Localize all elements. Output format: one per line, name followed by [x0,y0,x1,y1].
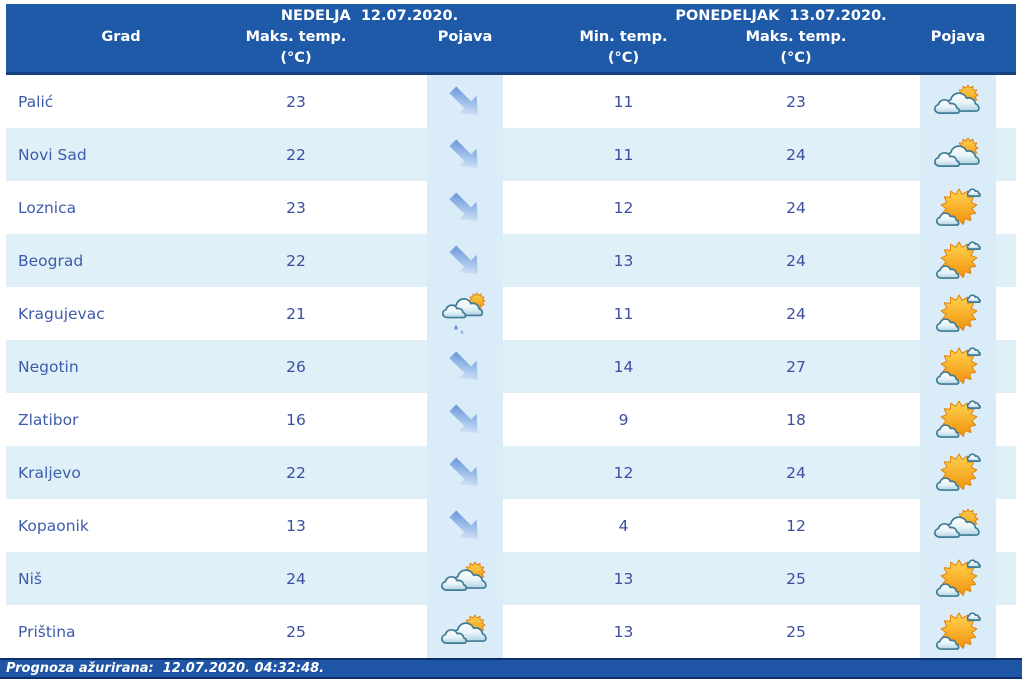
weather-icon-sun-cloud [920,181,996,234]
day2-min-temp-value: 11 [613,92,634,111]
day1-max-temp-value: 22 [286,251,306,270]
day1-max-temp-value: 25 [286,622,306,641]
day2-title: PONEDELJAK 13.07.2020. [675,8,887,24]
weather-icon-trend-arrow [427,128,503,181]
city-name: Kopaonik [18,516,89,535]
day2-min-temp-value: 13 [613,569,634,588]
forecast-row: Kraljevo 22 12 24 [6,446,1016,499]
update-status-bar: Prognoza ažurirana: 12.07.2020. 04:32:48… [0,658,1022,679]
weather-icon-sun-cloud [920,605,996,658]
city-name: Negotin [18,357,79,376]
forecast-row: Loznica 23 12 24 [6,181,1016,234]
weather-icon-trend-arrow [427,393,503,446]
column-header-city: Grad [101,29,141,45]
day2-min-temp-value: 14 [613,357,634,376]
column-header-day1-condition: Pojava [437,29,493,45]
weather-icon-sun-cloud [920,552,996,605]
weather-icon-cloud-sun [427,605,503,658]
forecast-row: Priština 25 13 25 [6,605,1016,658]
day1-max-temp-value: 24 [286,569,306,588]
column-header-day2-condition: Pojava [930,29,986,45]
weather-icon-trend-arrow [427,181,503,234]
weather-icon-sun-cloud [920,234,996,287]
day1-max-temp-value: 22 [286,145,306,164]
weather-icon-trend-arrow [427,340,503,393]
day2-max-temp-value: 27 [786,357,806,376]
column-header-day2-max: Maks. temp. [745,29,847,45]
day2-min-temp-value: 12 [613,198,634,217]
unit-day1-max: (°C) [280,50,312,66]
weather-icon-cloud-sun [920,128,996,181]
city-name: Kragujevac [18,304,105,323]
day2-max-temp-value: 23 [786,92,806,111]
day1-max-temp-value: 22 [286,463,306,482]
weather-icon-sun-cloud [920,287,996,340]
forecast-rows: Palić 23 11 23 Novi Sad 22 11 24 Loznica… [6,75,1016,658]
weather-icon-trend-arrow [427,446,503,499]
day2-max-temp-value: 25 [786,569,806,588]
weather-icon-cloud-sun [920,75,996,128]
update-status-timestamp: 12.07.2020. 04:32:48. [162,661,325,676]
weather-icon-cloud-sun [427,552,503,605]
column-header-day1-max: Maks. temp. [245,29,347,45]
city-name: Palić [18,92,54,111]
weather-icon-trend-arrow [427,499,503,552]
city-name: Zlatibor [18,410,79,429]
day1-max-temp-value: 16 [286,410,306,429]
city-name: Kraljevo [18,463,81,482]
unit-day2-max: (°C) [780,50,812,66]
day2-max-temp-value: 12 [786,516,806,535]
day2-max-temp-value: 24 [786,251,806,270]
city-name: Beograd [18,251,84,270]
table-header: NEDELJA 12.07.2020. PONEDELJAK 13.07.202… [6,4,1016,75]
update-status-label: Prognoza ažurirana: [6,661,154,676]
day1-title: NEDELJA 12.07.2020. [280,8,459,24]
day2-max-temp-value: 24 [786,304,806,323]
day2-min-temp-value: 13 [613,251,634,270]
city-name: Priština [18,622,76,641]
forecast-row: Palić 23 11 23 [6,75,1016,128]
forecast-row: Kopaonik 13 4 12 [6,499,1016,552]
day2-min-temp-value: 13 [613,622,634,641]
weather-icon-cloud-sun [920,499,996,552]
day2-min-temp-value: 12 [613,463,634,482]
weather-icon-sun-cloud [920,446,996,499]
day1-max-temp-value: 26 [286,357,306,376]
forecast-row: Beograd 22 13 24 [6,234,1016,287]
forecast-row: Novi Sad 22 11 24 [6,128,1016,181]
city-name: Novi Sad [18,145,87,164]
day2-max-temp-value: 24 [786,145,806,164]
forecast-row: Kragujevac 21 11 24 [6,287,1016,340]
day1-max-temp-value: 13 [286,516,306,535]
day2-min-temp-value: 9 [618,410,629,429]
day2-max-temp-value: 25 [786,622,806,641]
weather-icon-trend-arrow [427,75,503,128]
day1-max-temp-value: 23 [286,198,306,217]
forecast-row: Zlatibor 16 9 18 [6,393,1016,446]
day2-max-temp-value: 18 [786,410,806,429]
unit-day2-min: (°C) [607,50,640,66]
weather-forecast-table: NEDELJA 12.07.2020. PONEDELJAK 13.07.202… [6,4,1016,658]
day2-max-temp-value: 24 [786,463,806,482]
weather-icon-sun-cloud [920,393,996,446]
day2-min-temp-value: 4 [618,516,629,535]
day2-max-temp-value: 24 [786,198,806,217]
day2-min-temp-value: 11 [613,145,634,164]
forecast-row: Niš 24 13 25 [6,552,1016,605]
weather-icon-cloud-sun-rain [427,287,503,340]
city-name: Loznica [18,198,77,217]
day1-max-temp-value: 23 [286,92,306,111]
forecast-row: Negotin 26 14 27 [6,340,1016,393]
weather-icon-sun-cloud [920,340,996,393]
day2-min-temp-value: 11 [613,304,634,323]
day1-max-temp-value: 21 [286,304,306,323]
column-header-day2-min: Min. temp. [579,29,668,45]
weather-icon-trend-arrow [427,234,503,287]
city-name: Niš [18,569,42,588]
